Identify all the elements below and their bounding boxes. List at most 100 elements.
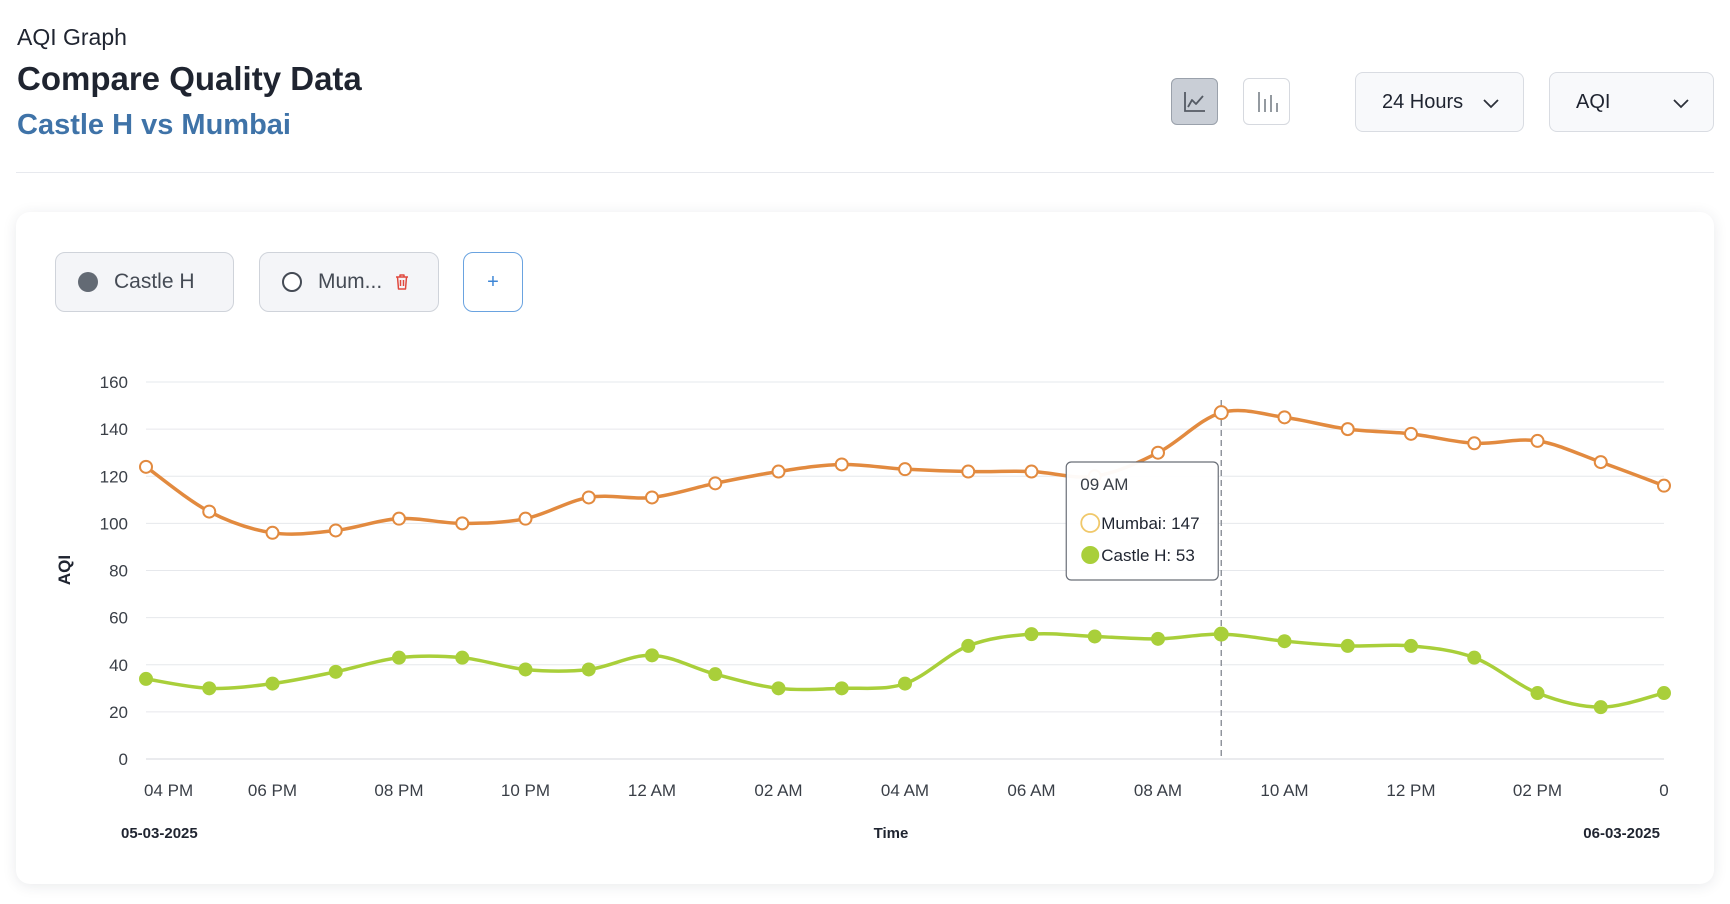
data-point-castle-h: [581, 662, 596, 677]
x-tick-label: 0: [1659, 781, 1668, 800]
data-point-mumbai: [834, 457, 849, 472]
page-label: AQI Graph: [17, 24, 127, 50]
hollow-circle-icon: [282, 272, 302, 292]
data-point-castle-h: [1404, 638, 1418, 653]
x-tick-label: 06 AM: [1007, 781, 1055, 800]
data-point-castle-h: [518, 662, 533, 677]
data-point-mumbai: [1530, 433, 1545, 448]
trash-icon[interactable]: [392, 272, 412, 292]
data-point-mumbai: [139, 459, 153, 474]
metric-dropdown[interactable]: AQI: [1549, 72, 1714, 132]
data-point-castle-h: [1151, 631, 1165, 646]
data-point-castle-h: [961, 638, 976, 653]
data-point-mumbai: [1340, 422, 1355, 437]
data-point-mumbai: [771, 464, 786, 479]
chevron-down-icon: [1673, 99, 1689, 109]
filled-circle-icon: [78, 272, 98, 292]
y-tick-label: 100: [100, 514, 128, 533]
data-point-mumbai: [1404, 426, 1418, 441]
data-point-castle-h: [771, 681, 786, 696]
data-point-castle-h: [645, 648, 659, 663]
x-tick-label: 04 AM: [881, 781, 929, 800]
x-tick-label: 02 PM: [1513, 781, 1562, 800]
start-date-label: 05-03-2025: [121, 825, 198, 842]
y-tick-label: 140: [100, 420, 128, 439]
data-point-mumbai: [961, 464, 976, 479]
data-point-castle-h: [1467, 650, 1482, 665]
x-axis-title: Time: [874, 825, 909, 842]
data-point-castle-h: [455, 650, 470, 665]
tooltip-mumbai-marker: [1080, 513, 1101, 533]
data-point-castle-h: [708, 667, 723, 682]
chart-card: Castle H Mum... + 0 20 40 60 80 100 120 140 160 0…: [16, 212, 1714, 884]
y-tick-label: 60: [109, 609, 128, 628]
y-tick-label: 20: [109, 703, 128, 722]
bar-chart-toggle-button[interactable]: [1243, 78, 1290, 125]
page-title: Compare Quality Data: [17, 60, 362, 97]
data-point-castle-h: [834, 681, 849, 696]
tooltip-castle-marker: [1081, 546, 1100, 564]
x-tick-label: 12 PM: [1386, 781, 1435, 800]
tooltip-mumbai-value: Mumbai: 147: [1101, 514, 1199, 533]
bar-chart-icon: [1257, 91, 1278, 112]
data-point-mumbai: [708, 476, 723, 491]
time-range-value: 24 Hours: [1382, 90, 1464, 113]
data-point-mumbai: [1277, 410, 1292, 425]
header-divider: [16, 172, 1714, 173]
data-point-mumbai: [1024, 464, 1039, 479]
data-point-mumbai: [1467, 436, 1482, 451]
data-point-mumbai: [1213, 405, 1229, 421]
tooltip-castle-value: Castle H: 53: [1101, 546, 1195, 565]
y-tick-label: 0: [119, 750, 128, 769]
x-tick-label: 06 PM: [248, 781, 297, 800]
series-line-castle-h: [144, 631, 1666, 709]
location-chip-label: Castle H: [114, 270, 195, 293]
y-tick-label: 80: [109, 562, 128, 581]
x-tick-label: 12 AM: [628, 781, 676, 800]
y-tick-label: 120: [100, 467, 128, 486]
comparison-subtitle: Castle H vs Mumbai: [17, 109, 291, 141]
x-tick-label: 08 AM: [1134, 781, 1182, 800]
data-point-castle-h: [1657, 686, 1671, 701]
location-chip-mumbai[interactable]: Mum...: [259, 252, 439, 312]
data-point-mumbai: [898, 462, 912, 477]
data-point-castle-h: [392, 650, 406, 665]
data-point-castle-h: [202, 681, 217, 696]
data-point-mumbai: [581, 490, 596, 505]
data-point-castle-h: [139, 671, 153, 686]
data-point-mumbai: [1151, 445, 1165, 460]
data-point-mumbai: [392, 511, 406, 526]
data-point-mumbai: [265, 525, 280, 540]
y-tick-label: 40: [109, 656, 128, 675]
metric-value: AQI: [1576, 90, 1611, 113]
location-chip-label: Mum...: [318, 270, 383, 293]
tooltip-time: 09 AM: [1080, 475, 1128, 494]
data-point-mumbai: [518, 511, 533, 526]
aqi-line-chart: 0 20 40 60 80 100 120 140 160 04 PM 06 PM 08 PM 10 P…: [55, 373, 1671, 842]
data-point-castle-h: [1213, 626, 1229, 642]
data-point-castle-h: [898, 676, 912, 691]
data-point-castle-h: [1277, 634, 1292, 649]
data-point-mumbai: [645, 490, 659, 505]
x-tick-label: 04 PM: [144, 781, 193, 800]
data-point-mumbai: [455, 516, 470, 531]
data-point-castle-h: [1530, 686, 1545, 701]
line-chart-toggle-button[interactable]: [1171, 78, 1218, 125]
time-range-dropdown[interactable]: 24 Hours: [1355, 72, 1524, 132]
y-axis-title: AQI: [55, 555, 74, 585]
tooltip-box: [1065, 461, 1219, 581]
chevron-down-icon: [1483, 99, 1499, 109]
end-date-label: 06-03-2025: [1583, 825, 1660, 842]
x-tick-label: 02 AM: [754, 781, 802, 800]
x-tick-label: 08 PM: [374, 781, 423, 800]
data-point-mumbai: [1593, 455, 1608, 470]
chart-tooltip: 09 AM Mumbai: 147 Castle H: 53: [1065, 461, 1219, 581]
y-tick-label: 160: [100, 373, 128, 392]
add-location-button[interactable]: +: [463, 252, 523, 312]
data-point-castle-h: [1087, 629, 1102, 644]
data-point-mumbai: [1657, 478, 1671, 493]
data-point-castle-h: [265, 676, 280, 691]
x-tick-label: 10 AM: [1260, 781, 1308, 800]
data-point-castle-h: [1024, 627, 1039, 642]
location-chip-castle[interactable]: Castle H: [55, 252, 234, 312]
